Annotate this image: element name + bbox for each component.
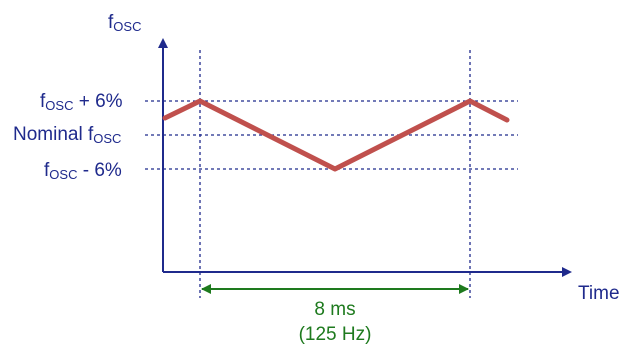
- period-frequency-label: (125 Hz): [299, 324, 372, 345]
- period-duration-label: 8 ms: [314, 299, 355, 320]
- x-axis-label: Time: [578, 283, 620, 304]
- y-axis-label: fOSC: [108, 12, 141, 34]
- upper-level-label: fOSC + 6%: [40, 91, 123, 113]
- triangle-waveform: [162, 98, 510, 172]
- nominal-level-label: Nominal fOSC: [13, 124, 121, 146]
- lower-level-label: fOSC - 6%: [44, 160, 122, 182]
